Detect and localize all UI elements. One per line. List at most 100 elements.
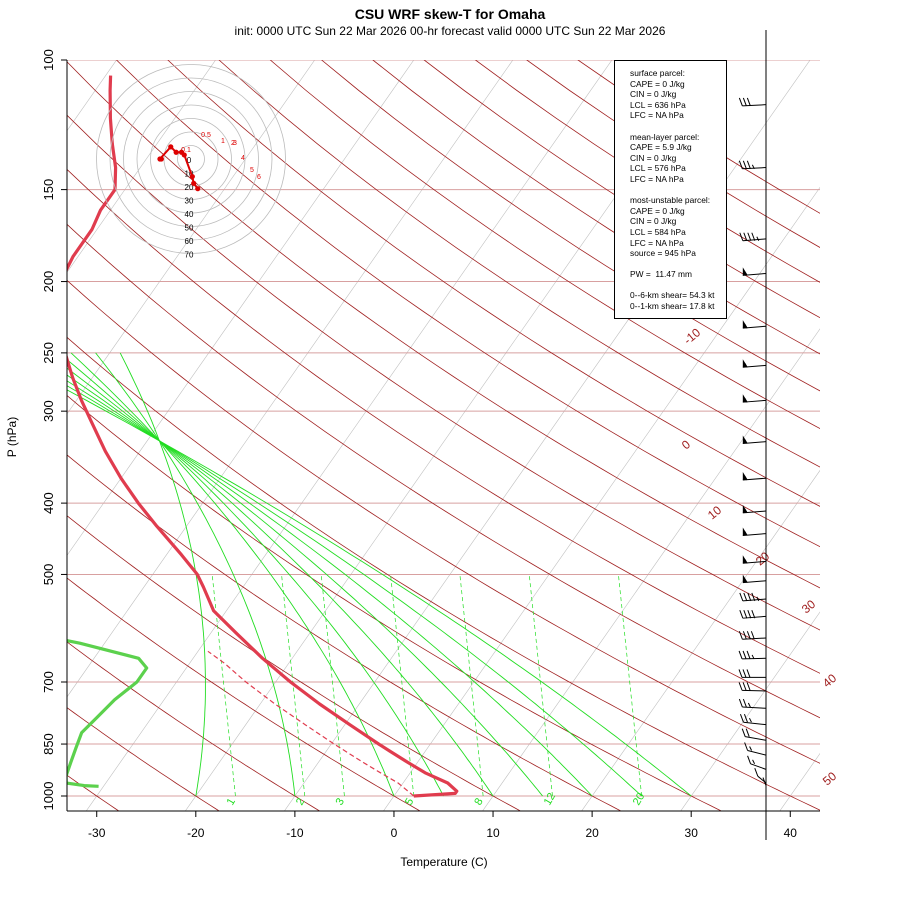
wind-barb xyxy=(738,669,766,678)
hodograph-ring-label: 20 xyxy=(185,183,194,192)
barb-flag xyxy=(743,610,748,619)
x-tick-label: 30 xyxy=(685,826,699,840)
info-line: 0--1-km shear= 17.8 kt xyxy=(630,301,715,312)
barb-half-flag xyxy=(744,475,748,481)
hodograph-ring xyxy=(123,91,259,227)
moist-adiabat xyxy=(95,352,296,797)
mixing-ratio-line xyxy=(281,574,306,797)
dry-adiabat xyxy=(67,707,220,811)
mixing-ratio-label: 2 xyxy=(294,796,307,807)
x-tick-label: 10 xyxy=(486,826,500,840)
barb-half-flag xyxy=(749,746,753,751)
barb-flag xyxy=(747,755,752,765)
hodograph-ring xyxy=(163,131,219,187)
barb-flag xyxy=(762,777,767,786)
barb-flag xyxy=(738,682,743,691)
dry-adiabat-label: 20 xyxy=(753,549,772,569)
barb-flag xyxy=(747,610,752,619)
hodograph-ring-label: 10 xyxy=(185,170,194,179)
barb-shaft xyxy=(742,689,767,692)
barb-half-flag xyxy=(756,236,760,241)
barb-flag xyxy=(746,682,751,691)
barb-shaft xyxy=(750,763,767,770)
mixing-ratio-label: 5 xyxy=(403,796,416,807)
info-line: source = 945 hPa xyxy=(630,248,696,259)
info-line: 0--6-km shear= 54.3 kt xyxy=(630,290,715,301)
hodograph-point xyxy=(195,186,201,192)
dry-adiabat xyxy=(67,279,820,764)
moist-adiabat xyxy=(70,352,395,797)
barb-flag xyxy=(739,714,744,723)
wind-barb xyxy=(742,555,767,564)
isotherm xyxy=(67,60,415,556)
info-line: LCL = 636 hPa xyxy=(630,99,686,110)
barb-half-flag xyxy=(744,508,748,514)
barb-flag xyxy=(738,160,743,169)
dry-adiabat xyxy=(167,60,820,507)
barb-flag xyxy=(738,631,743,640)
wind-barb xyxy=(742,472,767,481)
wind-barb xyxy=(738,631,767,640)
barb-pennant xyxy=(742,267,748,276)
barb-flag xyxy=(738,698,743,708)
dry-adiabat xyxy=(67,641,321,811)
info-line: CAPE = 0 J/kg xyxy=(630,78,685,89)
hodograph-point-label: 5 xyxy=(250,167,254,174)
dewpoint-profile xyxy=(67,638,149,788)
barb-flag xyxy=(738,650,743,660)
barb-half-flag xyxy=(752,759,756,765)
barb-half-flag xyxy=(744,439,748,444)
isotherm xyxy=(383,186,820,811)
barb-flag xyxy=(751,232,756,241)
barb-half-flag xyxy=(747,702,751,708)
y-tick-label: 400 xyxy=(41,492,56,514)
dry-adiabat xyxy=(67,61,820,589)
barb-flag xyxy=(746,669,751,678)
barb-flag xyxy=(746,650,751,660)
hodograph-point xyxy=(191,180,197,186)
x-tick-label: 20 xyxy=(585,826,599,840)
barb-flag xyxy=(742,669,747,678)
info-line: CIN = 0 J/kg xyxy=(630,216,677,227)
info-line: LCL = 576 hPa xyxy=(630,163,686,174)
dry-adiabat xyxy=(67,223,820,719)
wind-barb xyxy=(742,435,767,444)
barb-shaft xyxy=(747,750,767,756)
isotherm xyxy=(67,60,216,273)
hodograph-point-label: 2 xyxy=(231,140,235,147)
mixing-ratio-label: 20 xyxy=(631,791,648,808)
barb-flag xyxy=(747,592,752,602)
barb-shaft xyxy=(745,736,767,741)
barb-flag xyxy=(739,592,744,602)
barb-flag xyxy=(751,610,756,619)
hodograph-ring xyxy=(150,118,232,200)
wind-barb xyxy=(739,592,767,602)
dry-adiabat-label: 50 xyxy=(820,769,839,789)
wind-barb xyxy=(742,320,767,329)
y-tick-label: 850 xyxy=(41,733,56,755)
hodograph-ring-label: 50 xyxy=(185,224,194,233)
wind-barb xyxy=(742,574,767,584)
hodograph-point xyxy=(168,144,174,150)
dry-adiabat xyxy=(269,60,820,429)
barb-half-flag xyxy=(744,397,748,403)
barb-flag xyxy=(746,97,751,107)
hodograph-point xyxy=(157,156,163,162)
barb-flag xyxy=(743,232,748,241)
hodograph-point xyxy=(173,149,179,155)
y-tick-label: 300 xyxy=(41,400,56,422)
info-line: LFC = NA hPa xyxy=(630,173,684,184)
x-tick-label: 0 xyxy=(391,826,398,840)
mixing-ratio-line xyxy=(390,574,415,797)
hodograph-ring-label: 0 xyxy=(187,156,192,165)
y-tick-label: 200 xyxy=(41,271,56,293)
wind-barb xyxy=(738,682,767,692)
x-tick-label: 40 xyxy=(784,826,798,840)
mixing-ratio-line xyxy=(320,574,345,797)
hodograph-point-label: 0.5 xyxy=(201,132,211,139)
info-line: LFC = NA hPa xyxy=(630,110,684,121)
barb-shaft xyxy=(743,721,767,726)
plot-area xyxy=(67,60,820,811)
hodograph-ring xyxy=(109,77,273,241)
